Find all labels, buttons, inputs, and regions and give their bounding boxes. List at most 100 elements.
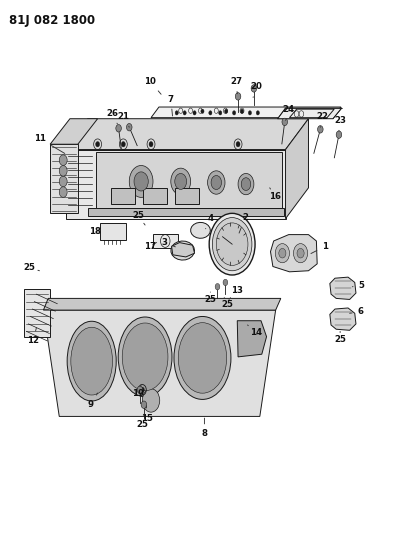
Polygon shape: [330, 277, 356, 300]
Text: 11: 11: [34, 134, 65, 154]
Text: 25: 25: [137, 414, 148, 430]
Ellipse shape: [122, 323, 168, 391]
Polygon shape: [153, 233, 178, 248]
Circle shape: [193, 111, 196, 115]
Circle shape: [249, 111, 252, 115]
Text: 25: 25: [334, 332, 346, 344]
Circle shape: [238, 173, 254, 195]
Circle shape: [134, 172, 148, 191]
Text: 13: 13: [229, 286, 243, 300]
Circle shape: [279, 248, 286, 258]
Polygon shape: [330, 308, 356, 330]
Circle shape: [116, 125, 121, 132]
Circle shape: [215, 284, 220, 290]
Text: 25: 25: [221, 297, 233, 309]
Circle shape: [223, 279, 228, 286]
Circle shape: [201, 109, 204, 114]
Circle shape: [282, 118, 287, 126]
Circle shape: [318, 126, 323, 133]
Text: 25: 25: [204, 292, 216, 304]
Polygon shape: [237, 321, 266, 357]
Circle shape: [211, 175, 222, 190]
Circle shape: [59, 187, 67, 197]
Text: 10: 10: [144, 77, 161, 94]
Circle shape: [233, 111, 236, 115]
Polygon shape: [172, 243, 195, 257]
Polygon shape: [151, 107, 341, 118]
Polygon shape: [96, 152, 281, 208]
Circle shape: [297, 248, 304, 258]
Polygon shape: [50, 144, 78, 213]
Text: 19: 19: [132, 384, 145, 398]
Circle shape: [251, 85, 256, 92]
Polygon shape: [66, 119, 308, 150]
Ellipse shape: [174, 317, 231, 399]
Text: 15: 15: [141, 406, 153, 423]
Text: 20: 20: [250, 82, 262, 98]
Circle shape: [141, 401, 146, 408]
Text: 14: 14: [248, 325, 262, 337]
Circle shape: [235, 93, 241, 100]
Polygon shape: [66, 150, 285, 219]
Text: 21: 21: [118, 112, 129, 127]
Text: 25: 25: [133, 212, 145, 225]
Circle shape: [241, 109, 244, 114]
Circle shape: [219, 111, 222, 115]
Polygon shape: [175, 188, 198, 204]
Text: 22: 22: [316, 112, 328, 127]
Circle shape: [212, 217, 252, 271]
Ellipse shape: [178, 322, 227, 393]
Circle shape: [183, 111, 186, 115]
Text: 7: 7: [168, 94, 174, 116]
Circle shape: [293, 244, 308, 263]
Text: 9: 9: [88, 393, 98, 409]
Polygon shape: [171, 241, 195, 260]
Polygon shape: [100, 223, 127, 240]
Text: 1: 1: [311, 242, 328, 254]
Circle shape: [96, 142, 100, 147]
Circle shape: [208, 171, 225, 194]
Text: 24: 24: [283, 105, 295, 120]
Text: 18: 18: [89, 228, 101, 237]
Ellipse shape: [71, 327, 112, 395]
Circle shape: [209, 213, 255, 275]
Circle shape: [121, 142, 125, 147]
Circle shape: [141, 387, 144, 392]
Text: 8: 8: [201, 418, 208, 439]
Polygon shape: [270, 235, 317, 272]
Circle shape: [275, 244, 289, 263]
Ellipse shape: [118, 317, 172, 397]
Text: 6: 6: [350, 307, 364, 316]
Text: 4: 4: [206, 214, 214, 229]
Circle shape: [171, 168, 191, 195]
Polygon shape: [43, 298, 281, 310]
Text: 27: 27: [230, 77, 242, 94]
Text: 2: 2: [239, 213, 248, 233]
Text: 81J 082 1800: 81J 082 1800: [9, 14, 95, 27]
Polygon shape: [43, 310, 276, 416]
Polygon shape: [191, 222, 210, 238]
Text: 12: 12: [27, 328, 39, 345]
Polygon shape: [278, 108, 342, 119]
Text: 23: 23: [334, 116, 346, 131]
Text: 26: 26: [106, 109, 118, 124]
Circle shape: [236, 142, 240, 147]
Circle shape: [59, 165, 67, 176]
Text: 5: 5: [353, 280, 364, 289]
Circle shape: [149, 142, 153, 147]
Text: 25: 25: [23, 263, 39, 272]
Circle shape: [241, 177, 251, 190]
Circle shape: [127, 124, 132, 131]
Text: 3: 3: [162, 238, 175, 247]
Circle shape: [256, 111, 259, 115]
Circle shape: [142, 389, 160, 412]
Circle shape: [59, 155, 67, 165]
Polygon shape: [25, 289, 50, 337]
Circle shape: [175, 173, 187, 189]
Circle shape: [216, 223, 248, 265]
Polygon shape: [112, 188, 135, 204]
Polygon shape: [50, 119, 98, 144]
Polygon shape: [143, 188, 167, 204]
Circle shape: [137, 386, 143, 393]
Circle shape: [59, 176, 67, 187]
